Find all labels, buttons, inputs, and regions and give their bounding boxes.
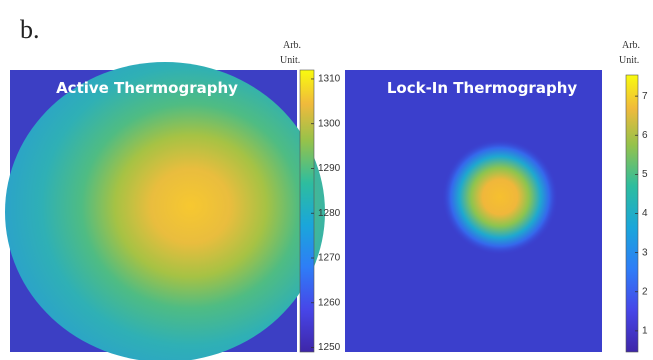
tick-label: 1300 xyxy=(318,118,341,129)
heatmap-lockin xyxy=(345,70,602,352)
tick-label: 5 xyxy=(642,169,648,180)
tick-label: 1280 xyxy=(318,208,341,219)
tick-label: 2 xyxy=(642,286,648,297)
panel-title: Lock-In Thermography xyxy=(387,79,578,97)
tick-label: 1250 xyxy=(318,342,341,353)
unit-label: Arb. xyxy=(283,40,301,51)
unit-label: Unit. xyxy=(619,55,639,66)
tick-label: 1270 xyxy=(318,253,341,264)
panel-title: Active Thermography xyxy=(56,79,238,97)
unit-label: Arb. xyxy=(622,40,640,51)
panel-label: b. xyxy=(20,15,40,44)
heatmap-active xyxy=(5,62,325,360)
tick-label: 1290 xyxy=(318,163,341,174)
tick-label: 3 xyxy=(642,247,648,258)
tick-label: 6 xyxy=(642,130,648,141)
tick-label: 7 xyxy=(642,91,648,102)
tick-label: 1260 xyxy=(318,297,341,308)
colorbar xyxy=(300,70,314,352)
tick-label: 1 xyxy=(642,326,648,337)
figure: b. Active Thermography Lock-In Thermogra… xyxy=(0,0,653,360)
unit-label: Unit. xyxy=(280,55,300,66)
tick-label: 1310 xyxy=(318,74,341,85)
tick-label: 4 xyxy=(642,208,648,219)
